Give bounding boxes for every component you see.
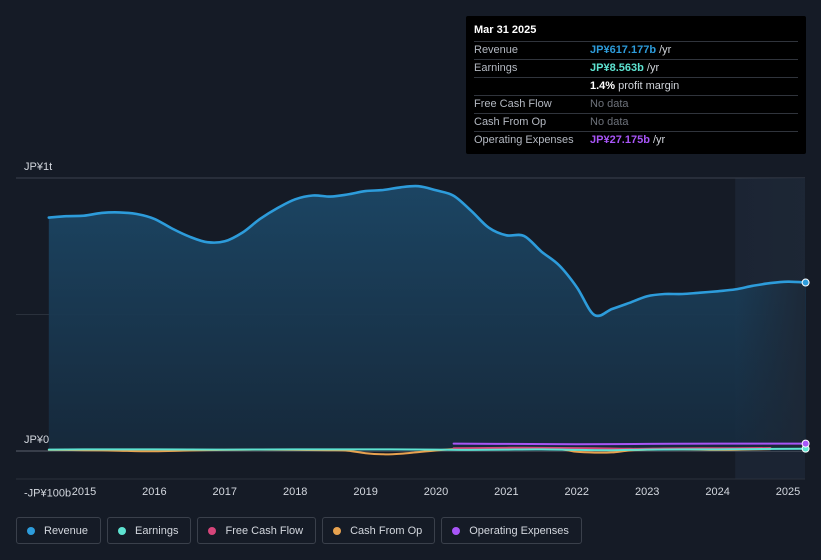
free-cash-flow-line (452, 446, 772, 450)
x-tick-label: 2017 (213, 486, 237, 498)
revenue-line (47, 184, 807, 318)
legend-item-cash-from-op[interactable]: Cash From Op (322, 517, 436, 544)
tooltip-row-value: JP¥27.175b /yr (590, 134, 666, 146)
legend-label: Operating Expenses (469, 524, 569, 537)
legend-label: Earnings (135, 524, 179, 537)
legend-label: Revenue (44, 524, 89, 537)
tooltip-row-label: Earnings (474, 62, 518, 74)
legend-dot-icon (452, 526, 461, 535)
tooltip-row-value: JP¥8.563b /yr (590, 62, 660, 74)
legend-dot-icon (118, 526, 127, 535)
tooltip-row-label: Free Cash Flow (474, 98, 552, 110)
x-tick-label: 2025 (776, 486, 800, 498)
tooltip-row: Free Cash Flow No data (474, 96, 798, 114)
x-tick-label: 2018 (283, 486, 307, 498)
x-tick-label: 2016 (142, 486, 166, 498)
x-tick-label: 2024 (705, 486, 729, 498)
legend-item-operating-expenses[interactable]: Operating Expenses (441, 517, 582, 544)
x-tick-label: 2023 (635, 486, 659, 498)
tooltip-row: Operating Expenses JP¥27.175b /yr (474, 132, 798, 149)
legend-item-earnings[interactable]: Earnings (107, 517, 192, 544)
tooltip-row-label: Cash From Op (474, 116, 547, 128)
x-tick-label: 2019 (353, 486, 377, 498)
y-tick-label: -JP¥100b (24, 487, 71, 499)
y-tick-label: JP¥0 (24, 434, 49, 446)
tooltip-row-value: 1.4% profit margin (590, 80, 680, 92)
legend-item-free-cash-flow[interactable]: Free Cash Flow (197, 517, 317, 544)
tooltip-row-label: Revenue (474, 44, 519, 56)
revenue-area (48, 186, 806, 452)
tooltip-row-value: No data (590, 98, 629, 110)
legend-dot-icon (333, 526, 342, 535)
tooltip-row-label (474, 78, 590, 95)
legend-item-revenue[interactable]: Revenue (16, 517, 102, 544)
y-tick-label: JP¥1t (24, 161, 52, 173)
tooltip-row-label: Operating Expenses (474, 134, 574, 146)
tooltip-row: Revenue JP¥617.177b /yr (474, 42, 798, 60)
revenue-end-marker (801, 278, 810, 287)
tooltip-row: Earnings JP¥8.563b /yr (474, 60, 798, 78)
x-tick-label: 2015 (72, 486, 96, 498)
forecast-overlay (735, 178, 805, 451)
tooltip: Mar 31 2025 Revenue JP¥617.177b /yr Earnin… (466, 16, 806, 154)
earnings-line (47, 447, 807, 452)
operating-expenses-line (452, 442, 807, 446)
x-tick-label: 2020 (424, 486, 448, 498)
operating-expenses-end-marker (801, 439, 810, 448)
chart: JP¥1t JP¥0 -JP¥100b 2015 2016 2017 2018 2019 202… (16, 161, 810, 499)
tooltip-row: 1.4% profit margin (474, 78, 798, 96)
tooltip-date: Mar 31 2025 (474, 24, 798, 42)
legend-dot-icon (208, 526, 217, 535)
legend: Revenue Earnings Free Cash Flow Cash From O… (16, 517, 582, 546)
x-tick-label: 2021 (494, 486, 518, 498)
tooltip-row: Cash From Op No data (474, 114, 798, 132)
tooltip-row-value: No data (590, 116, 629, 128)
legend-label: Cash From Op (350, 524, 423, 537)
legend-label: Free Cash Flow (225, 524, 304, 537)
x-tick-label: 2022 (565, 486, 589, 498)
legend-dot-icon (27, 526, 35, 535)
tooltip-row-value: JP¥617.177b /yr (590, 44, 672, 56)
